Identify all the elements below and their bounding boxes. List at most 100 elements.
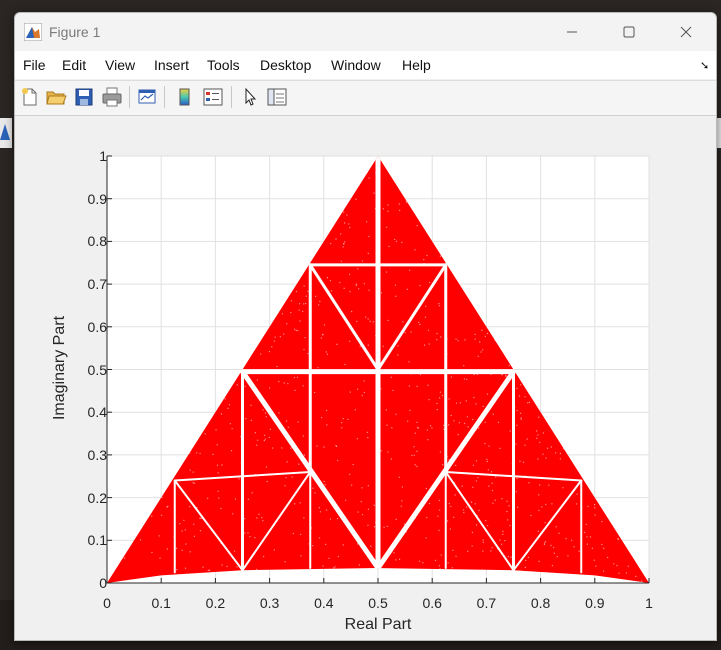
edit-plot-pointer-icon[interactable]	[240, 86, 262, 108]
toolbar-separator	[164, 86, 165, 108]
insert-legend-icon[interactable]	[202, 86, 224, 108]
minimize-button[interactable]	[561, 21, 583, 43]
scatter-point	[269, 428, 272, 430]
scatter-point	[453, 420, 455, 422]
y-tick-label: 0.1	[87, 532, 107, 549]
scatter-point	[505, 374, 507, 376]
menu-file[interactable]: File	[23, 57, 46, 73]
menu-desktop[interactable]: Desktop	[260, 57, 312, 73]
scatter-point	[335, 445, 338, 447]
menu-help[interactable]: Help	[402, 57, 431, 73]
scatter-point	[526, 438, 528, 440]
scatter-point	[345, 499, 347, 501]
scatter-point	[472, 486, 474, 488]
figure-canvas[interactable]: Real Part Imaginary Part 0 0.1 0.2 0.3 0.4 0.…	[15, 116, 716, 640]
scatter-point	[470, 501, 473, 503]
scatter-point	[356, 320, 358, 323]
close-button[interactable]	[675, 21, 697, 43]
scatter-point	[585, 523, 587, 526]
scatter-point	[440, 336, 442, 338]
scatter-point	[263, 434, 266, 436]
insert-colorbar-icon[interactable]	[174, 86, 196, 108]
scatter-point	[382, 208, 384, 210]
maximize-button[interactable]	[618, 21, 640, 43]
scatter-point	[448, 398, 450, 400]
scatter-point	[591, 547, 593, 549]
print-icon[interactable]	[101, 86, 123, 108]
scatter-point	[455, 338, 457, 340]
y-tick-label: 1	[99, 148, 107, 164]
scatter-point	[482, 405, 484, 408]
scatter-point	[216, 444, 218, 446]
scatter-point	[319, 511, 321, 513]
scatter-point	[344, 241, 346, 243]
scatter-point	[475, 460, 478, 462]
scatter-point	[310, 527, 313, 529]
property-inspector-icon[interactable]	[266, 86, 288, 108]
scatter-point	[368, 235, 370, 238]
x-tick-label: 0.9	[585, 595, 605, 611]
menu-edit[interactable]: Edit	[62, 57, 87, 73]
scatter-point	[340, 260, 342, 262]
scatter-point	[347, 418, 349, 420]
new-figure-icon[interactable]	[19, 86, 41, 108]
menu-tools[interactable]: Tools	[207, 57, 240, 73]
scatter-point	[331, 290, 333, 292]
title-bar[interactable]: Figure 1	[15, 13, 716, 51]
scatter-point	[438, 565, 440, 567]
menu-insert[interactable]: Insert	[154, 57, 190, 73]
link-plot-icon[interactable]	[136, 86, 158, 108]
scatter-point	[390, 458, 393, 460]
scatter-point	[455, 555, 457, 557]
scatter-point	[349, 340, 351, 342]
x-tick-label: 0	[103, 595, 111, 611]
scatter-point	[476, 515, 478, 517]
scatter-point	[501, 497, 503, 500]
scatter-point	[264, 438, 266, 440]
scatter-point	[369, 320, 371, 322]
scatter-point	[230, 450, 233, 452]
scatter-point	[227, 407, 229, 409]
scatter-point	[283, 333, 285, 335]
save-icon[interactable]	[73, 86, 95, 108]
scatter-point	[351, 484, 353, 486]
scatter-point	[358, 288, 360, 290]
scatter-point	[273, 549, 275, 551]
scatter-point	[367, 318, 369, 320]
toolbar	[15, 80, 716, 116]
menu-window[interactable]: Window	[331, 57, 381, 73]
scatter-point	[367, 437, 369, 439]
scatter-point	[176, 569, 178, 571]
scatter-point	[439, 568, 441, 570]
scatter-point	[443, 424, 445, 426]
scatter-point	[196, 506, 198, 509]
scatter-point	[349, 391, 351, 393]
scatter-point	[318, 507, 320, 509]
plot-area[interactable]	[15, 116, 716, 640]
open-file-icon[interactable]	[45, 86, 67, 108]
scatter-point	[218, 497, 220, 499]
scatter-point	[380, 292, 383, 294]
x-axis-label: Real Part	[344, 616, 412, 633]
scatter-point	[578, 550, 580, 552]
scatter-point	[530, 514, 532, 517]
scatter-gap	[173, 479, 244, 572]
scatter-point	[617, 538, 619, 540]
scatter-point	[538, 494, 540, 496]
scatter-point	[484, 335, 486, 338]
scatter-point	[386, 226, 388, 228]
scatter-point	[319, 300, 321, 303]
scatter-point	[522, 461, 525, 463]
scatter-point	[373, 526, 376, 528]
scatter-point	[490, 471, 493, 473]
menu-view[interactable]: View	[105, 57, 136, 73]
scatter-point	[308, 543, 310, 545]
scatter-point	[231, 428, 233, 430]
scatter-point	[325, 509, 328, 511]
scatter-point	[593, 559, 595, 561]
scatter-point	[399, 209, 401, 211]
scatter-point	[343, 243, 345, 245]
dock-arrow-icon[interactable]: ➘	[700, 60, 710, 72]
scatter-point	[354, 409, 356, 411]
y-tick-label: 0.3	[87, 446, 107, 463]
